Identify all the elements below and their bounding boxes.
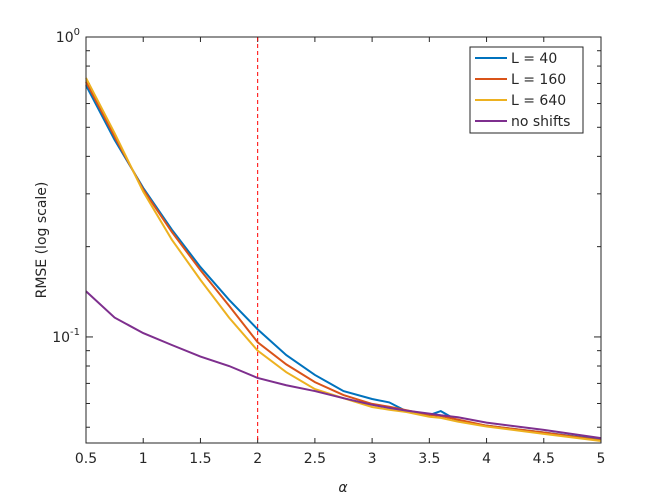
y-tick-exponent: -1 bbox=[70, 327, 80, 338]
x-tick-label: 2 bbox=[253, 451, 262, 467]
x-tick-label: 3 bbox=[368, 451, 377, 467]
y-tick-exponent: 0 bbox=[74, 27, 80, 38]
y-tick-base: 10 bbox=[52, 330, 70, 346]
series-line bbox=[85, 290, 602, 440]
x-tick-label: 1.5 bbox=[189, 451, 211, 467]
legend-box bbox=[469, 46, 584, 134]
plot-frame bbox=[85, 36, 602, 444]
x-tick-label: 4.5 bbox=[533, 451, 555, 467]
y-tick-label: 10-1 bbox=[52, 327, 80, 346]
x-tick-label: 2.5 bbox=[304, 451, 326, 467]
y-axis-label: RMSE (log scale) bbox=[34, 182, 50, 299]
legend-label: L = 40 bbox=[511, 51, 557, 67]
x-tick-label: 5 bbox=[597, 451, 606, 467]
legend-label: no shifts bbox=[511, 114, 570, 130]
y-tick-label: 100 bbox=[56, 27, 80, 46]
x-axis-label: α bbox=[338, 480, 348, 496]
x-tick-label: 1 bbox=[139, 451, 148, 467]
x-tick-label: 3.5 bbox=[418, 451, 440, 467]
y-tick-base: 10 bbox=[56, 30, 74, 46]
legend-label: L = 160 bbox=[511, 72, 566, 88]
legend-label: L = 640 bbox=[511, 93, 566, 109]
x-tick-label: 0.5 bbox=[75, 451, 97, 467]
series-line bbox=[85, 81, 602, 442]
x-tick-label: 4 bbox=[482, 451, 491, 467]
